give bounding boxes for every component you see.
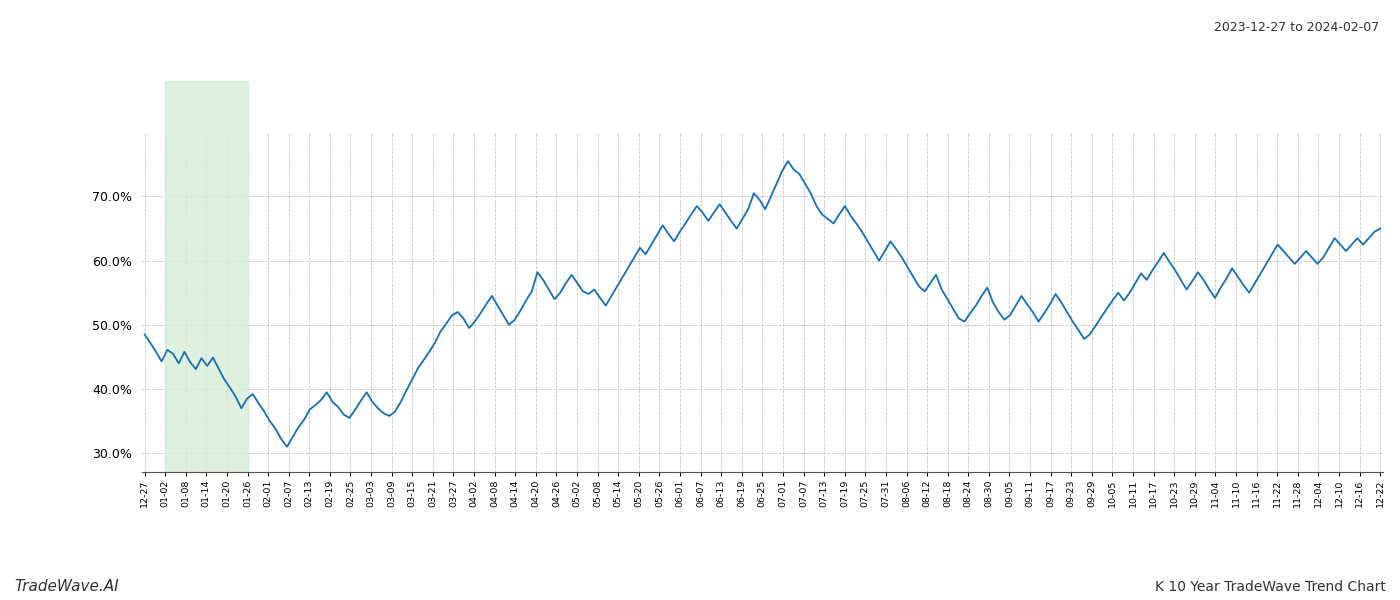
Text: K 10 Year TradeWave Trend Chart: K 10 Year TradeWave Trend Chart xyxy=(1155,580,1386,594)
Bar xyxy=(165,81,248,472)
Text: TradeWave.AI: TradeWave.AI xyxy=(14,579,119,594)
Text: 2023-12-27 to 2024-02-07: 2023-12-27 to 2024-02-07 xyxy=(1214,21,1379,34)
